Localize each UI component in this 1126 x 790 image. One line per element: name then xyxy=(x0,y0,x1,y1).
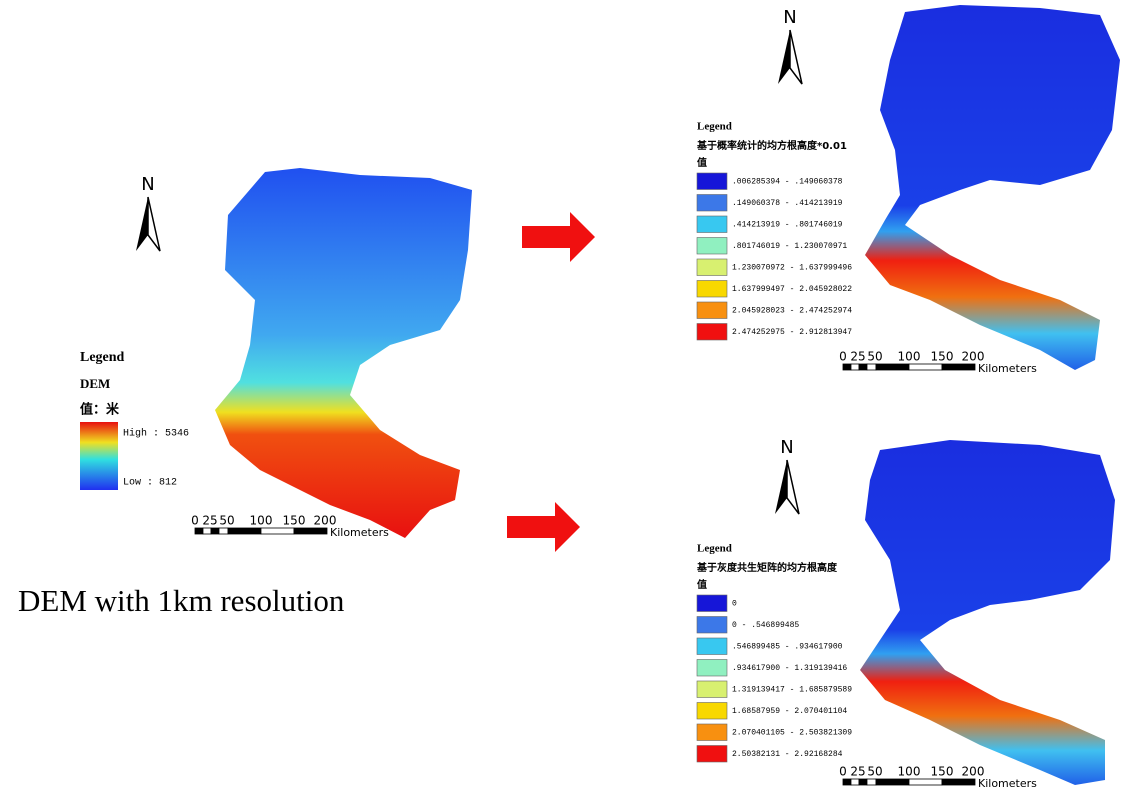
scale-label: 0 xyxy=(839,765,847,779)
scale-bar xyxy=(195,528,203,534)
scale-label: 25 xyxy=(850,765,865,779)
legend-swatch xyxy=(697,746,727,763)
scale-bar xyxy=(294,528,327,534)
north-arrow xyxy=(775,460,787,514)
scale-unit: Kilometers xyxy=(978,777,1037,790)
legend-swatch xyxy=(697,324,727,341)
scale-label: 150 xyxy=(931,765,954,779)
scale-bar xyxy=(942,364,975,370)
legend-heading: Legend xyxy=(697,543,732,555)
legend-field: 值 xyxy=(697,578,707,591)
scale-label: 50 xyxy=(867,765,882,779)
legend-label: .414213919 - .801746019 xyxy=(732,220,843,229)
scale-label: 25 xyxy=(850,350,865,364)
scale-bar xyxy=(219,528,228,534)
legend-low: Low : 812 xyxy=(123,478,177,489)
legend-swatch xyxy=(697,195,727,212)
legend-swatch xyxy=(697,595,727,612)
legend-heading: Legend xyxy=(80,350,125,365)
scale-bar xyxy=(261,528,294,534)
legend-swatch xyxy=(697,302,727,319)
legend-swatch xyxy=(697,173,727,190)
north-label: N xyxy=(783,7,796,28)
legend-layer: 基于概率统计的均方根高度*0.01 xyxy=(696,139,847,152)
legend-swatch xyxy=(697,281,727,298)
legend-label: 0 xyxy=(732,599,737,608)
scale-bar xyxy=(843,364,851,370)
north-arrow xyxy=(787,460,799,514)
north-arrow xyxy=(778,30,790,84)
legend-ramp xyxy=(80,422,118,490)
scale-bar xyxy=(942,779,975,785)
legend-swatch xyxy=(697,617,727,634)
scale-bar xyxy=(859,779,867,785)
north-arrow xyxy=(790,30,802,84)
legend-label: 1.230070972 - 1.637999496 xyxy=(732,263,852,272)
figure: NLegendDEM值：米High : 5346Low : 8120255010… xyxy=(0,0,1126,790)
caption: DEM with 1km resolution xyxy=(18,583,345,618)
legend-label: .149060378 - .414213919 xyxy=(732,199,843,208)
legend-layer: 基于灰度共生矩阵的均方根高度 xyxy=(696,561,838,574)
scale-bar xyxy=(859,364,867,370)
legend-high: High : 5346 xyxy=(123,428,189,440)
scale-label: 25 xyxy=(202,514,217,528)
scale-bar xyxy=(843,779,851,785)
north-label: N xyxy=(780,437,793,458)
rms-map xyxy=(865,5,1120,370)
scale-label: 50 xyxy=(219,514,234,528)
legend-swatch xyxy=(697,703,727,720)
scale-bar xyxy=(876,364,909,370)
scale-bar xyxy=(867,779,876,785)
legend-label: 1.68587959 - 2.070401104 xyxy=(732,707,847,716)
legend-field: 值 xyxy=(697,156,707,169)
legend-swatch xyxy=(697,259,727,276)
north-label: N xyxy=(141,174,154,195)
scale-bar xyxy=(867,364,876,370)
legend-label: 2.474252975 - 2.912813947 xyxy=(732,328,852,337)
legend-heading: Legend xyxy=(697,121,732,133)
legend-swatch xyxy=(697,724,727,741)
legend-swatch xyxy=(697,238,727,255)
legend-label: 1.319139417 - 1.685879589 xyxy=(732,685,852,694)
rms-map xyxy=(860,440,1115,785)
legend-label: 1.637999497 - 2.045928022 xyxy=(732,285,852,294)
scale-label: 100 xyxy=(898,350,921,364)
legend-label: 0 - .546899485 xyxy=(732,621,799,630)
scale-label: 0 xyxy=(191,514,199,528)
scale-label: 100 xyxy=(898,765,921,779)
scale-label: 0 xyxy=(839,350,847,364)
scale-label: 150 xyxy=(283,514,306,528)
scale-bar xyxy=(909,779,942,785)
scale-label: 100 xyxy=(250,514,273,528)
legend-swatch xyxy=(697,216,727,233)
north-arrow xyxy=(148,197,160,251)
scale-bar xyxy=(909,364,942,370)
dem-map xyxy=(215,168,472,538)
scale-bar xyxy=(851,364,859,370)
legend-label: .546899485 - .934617900 xyxy=(732,642,843,651)
scale-label: 50 xyxy=(867,350,882,364)
arrow xyxy=(507,502,580,552)
legend-label: 2.070401105 - 2.503821309 xyxy=(732,728,852,737)
scale-label: 150 xyxy=(931,350,954,364)
scale-unit: Kilometers xyxy=(978,362,1037,375)
scale-bar xyxy=(228,528,261,534)
scale-bar xyxy=(203,528,211,534)
legend-layer: DEM xyxy=(80,376,110,391)
legend-swatch xyxy=(697,638,727,655)
legend-field: 值：米 xyxy=(80,402,120,418)
north-arrow xyxy=(136,197,148,251)
legend-label: 2.50382131 - 2.92168284 xyxy=(732,750,843,759)
arrow xyxy=(522,212,595,262)
scale-unit: Kilometers xyxy=(330,526,389,539)
legend-swatch xyxy=(697,681,727,698)
legend-label: .006285394 - .149060378 xyxy=(732,177,843,186)
legend-label: .934617900 - 1.319139416 xyxy=(732,664,847,673)
legend-label: .801746019 - 1.230070971 xyxy=(732,242,847,251)
scale-bar xyxy=(851,779,859,785)
scale-bar xyxy=(211,528,219,534)
legend-label: 2.045928023 - 2.474252974 xyxy=(732,306,852,315)
scale-bar xyxy=(876,779,909,785)
legend-swatch xyxy=(697,660,727,677)
